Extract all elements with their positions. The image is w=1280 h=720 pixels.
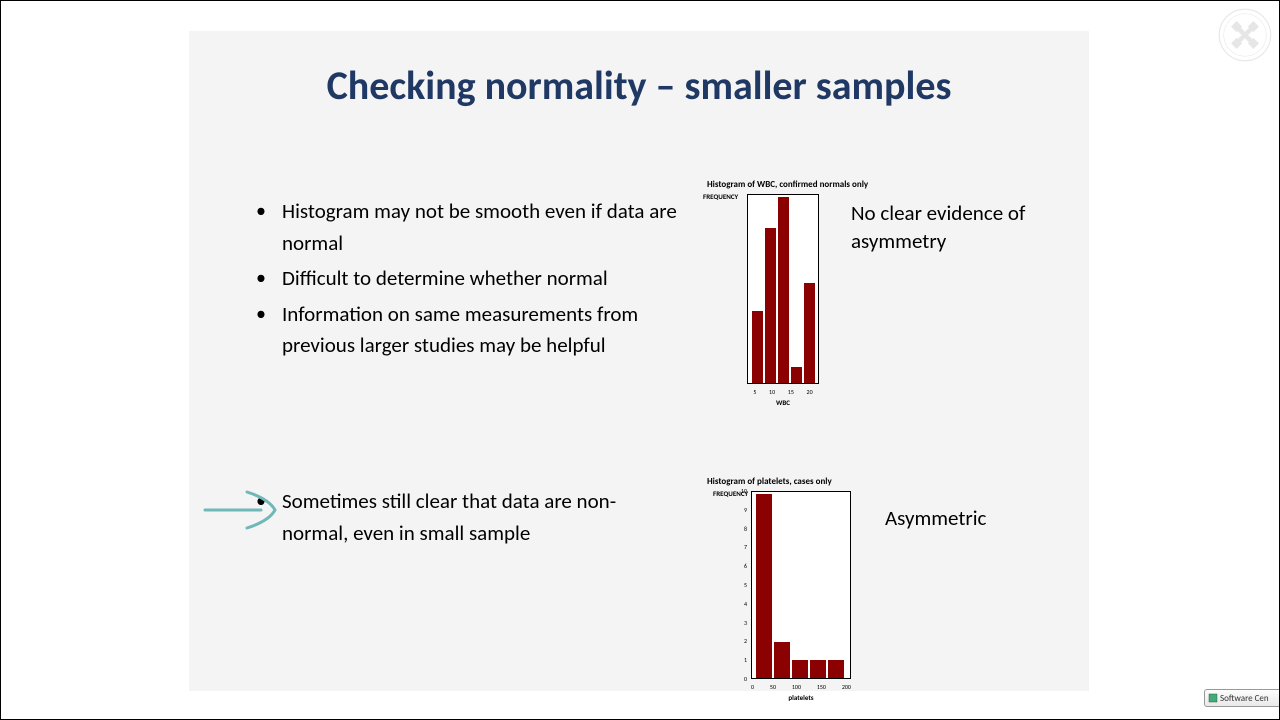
chart2-xticks: 0 50 100 150 200 bbox=[751, 683, 851, 691]
histogram-bar bbox=[792, 660, 808, 678]
chart2-annotation: Asymmetric bbox=[885, 504, 1085, 532]
histogram-bar bbox=[804, 283, 815, 383]
xtick-label: 100 bbox=[792, 683, 801, 691]
bullet-item: Information on same measurements from pr… bbox=[244, 299, 679, 362]
chart2-title: Histogram of platelets, cases only bbox=[707, 476, 867, 487]
software-centre-popup[interactable]: Software Cen bbox=[1204, 689, 1279, 707]
bullet-list-top: Histogram may not be smooth even if data… bbox=[244, 196, 679, 366]
ytick-label: 8 bbox=[737, 525, 747, 533]
ytick-label: 3 bbox=[737, 619, 747, 627]
xtick-label: 10 bbox=[769, 388, 775, 396]
slide-body: Checking normality – smaller samples His… bbox=[189, 31, 1089, 691]
chart2-plot-frame bbox=[751, 491, 851, 679]
ytick-label: 10 bbox=[737, 487, 747, 495]
chart2-xlabel: platelets bbox=[751, 693, 851, 702]
software-icon bbox=[1208, 693, 1218, 703]
slide-title: Checking normality – smaller samples bbox=[189, 31, 1089, 110]
chart1-xlabel: WBC bbox=[747, 398, 819, 407]
histogram-bar bbox=[828, 660, 844, 678]
histogram-bar bbox=[778, 197, 789, 383]
bullet-list-bottom: Sometimes still clear that data are non-… bbox=[244, 486, 679, 553]
histogram-bar bbox=[752, 311, 763, 383]
bullet-item: Histogram may not be smooth even if data… bbox=[244, 196, 679, 259]
histogram-bar bbox=[810, 660, 826, 678]
chart1-annotation: No clear evidence of asymmetry bbox=[851, 199, 1071, 256]
xtick-label: 5 bbox=[753, 388, 756, 396]
histogram-bar bbox=[756, 494, 772, 678]
bullet-item: Difficult to determine whether normal bbox=[244, 263, 679, 295]
ytick-label: 7 bbox=[737, 543, 747, 551]
ytick-label: 4 bbox=[737, 600, 747, 608]
chart-wbc-histogram: Histogram of WBC, confirmed normals only… bbox=[707, 179, 868, 412]
slide-frame: Checking normality – smaller samples His… bbox=[0, 0, 1280, 720]
hand-arrow-icon bbox=[201, 487, 279, 533]
university-crest-icon bbox=[1217, 7, 1273, 63]
ytick-label: 0 bbox=[737, 675, 747, 683]
chart1-ylabel: FREQUENCY bbox=[703, 192, 738, 201]
ytick-label: 9 bbox=[737, 506, 747, 514]
histogram-bar bbox=[791, 367, 802, 383]
xtick-label: 150 bbox=[817, 683, 826, 691]
chart1-xticks: 5 10 15 20 bbox=[747, 388, 819, 396]
chart1-plot-frame bbox=[747, 194, 819, 384]
ytick-label: 6 bbox=[737, 562, 747, 570]
chart1-title: Histogram of WBC, confirmed normals only bbox=[707, 179, 868, 190]
xtick-label: 50 bbox=[770, 683, 776, 691]
chart-platelets-histogram: Histogram of platelets, cases only FREQU… bbox=[707, 476, 867, 709]
ytick-label: 2 bbox=[737, 637, 747, 645]
ytick-label: 5 bbox=[737, 581, 747, 589]
software-label: Software Cen bbox=[1220, 693, 1269, 704]
xtick-label: 0 bbox=[751, 683, 754, 691]
histogram-bar bbox=[774, 642, 790, 678]
xtick-label: 200 bbox=[842, 683, 851, 691]
xtick-label: 15 bbox=[788, 388, 794, 396]
bullet-item: Sometimes still clear that data are non-… bbox=[244, 486, 679, 549]
histogram-bar bbox=[765, 228, 776, 383]
ytick-label: 1 bbox=[737, 656, 747, 664]
xtick-label: 20 bbox=[807, 388, 813, 396]
